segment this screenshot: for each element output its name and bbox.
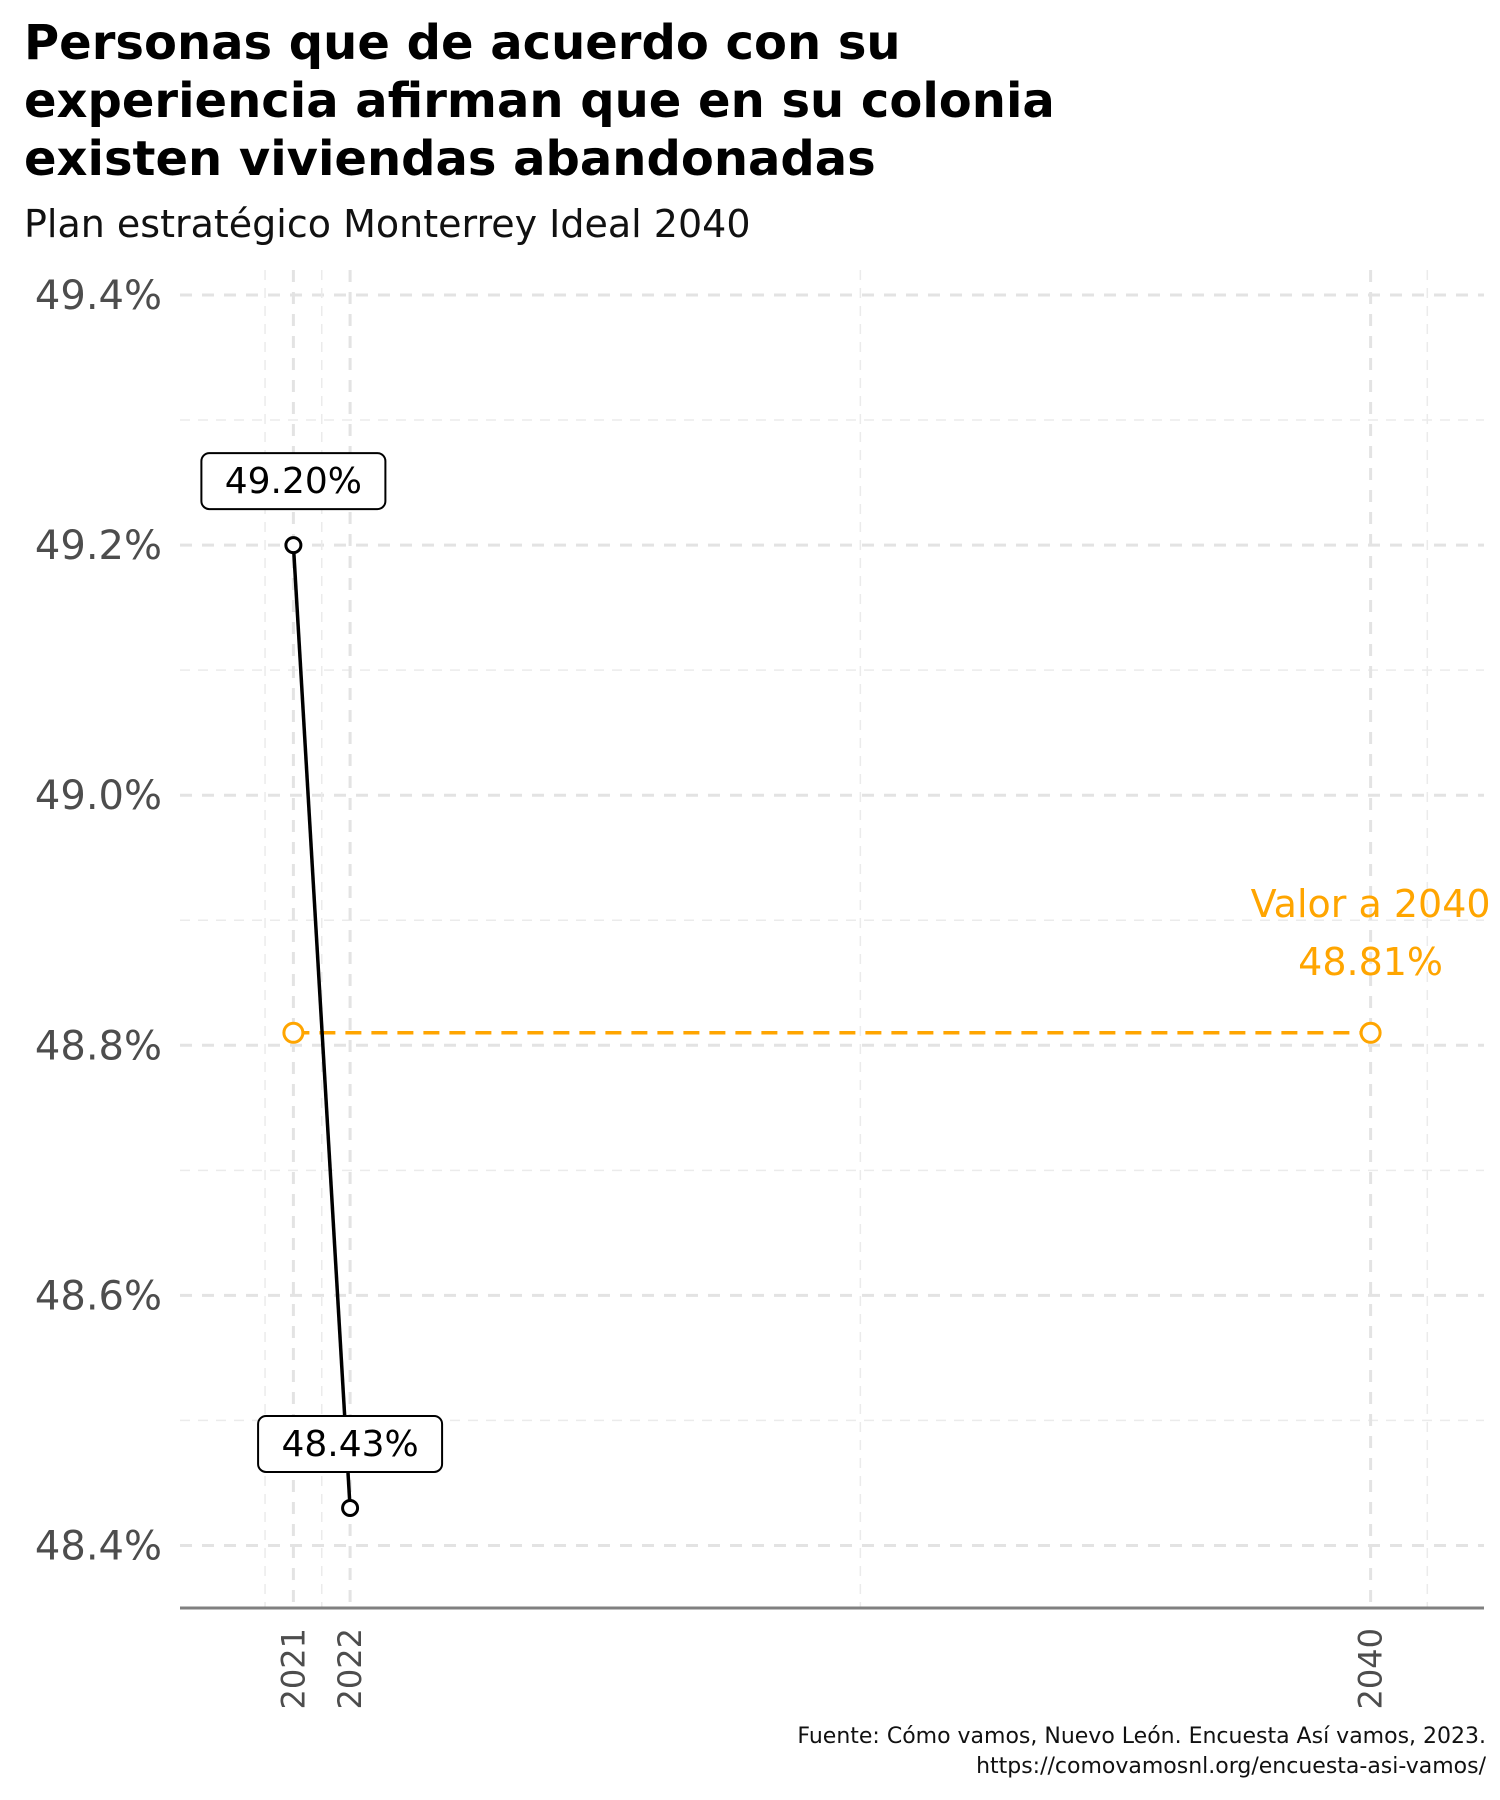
y-tick-label: 48.8% — [35, 1023, 162, 1069]
target-point — [282, 1021, 305, 1044]
source-text: Fuente: Cómo vamos, Nuevo León. Encuesta… — [797, 1724, 1486, 1749]
y-tick-label: 49.2% — [35, 523, 162, 569]
data-label: 49.20% — [225, 461, 362, 502]
source-caption: Fuente: Cómo vamos, Nuevo León. Encuesta… — [797, 1722, 1486, 1782]
target-series: Valor a 2040 48.81% — [282, 882, 1491, 1044]
target-label-title: Valor a 2040 — [1251, 882, 1491, 926]
chart-title: Personas que de acuerdo con su experienc… — [24, 15, 1055, 187]
source-url: https://comovamosnl.org/encuesta-asi-vam… — [976, 1754, 1486, 1779]
data-point — [284, 536, 303, 555]
data-point — [341, 1498, 360, 1517]
observed-series: 49.20% 48.43% — [200, 452, 444, 1517]
x-tick-label: 2022 — [331, 1628, 369, 1709]
data-label: 48.43% — [281, 1424, 418, 1465]
data-label-box — [200, 452, 387, 511]
y-tick-label: 49.0% — [35, 773, 162, 819]
chart-subtitle: Plan estratégico Monterrey Ideal 2040 — [24, 202, 751, 246]
data-label-box — [257, 1414, 444, 1473]
x-tick-label: 2021 — [274, 1628, 312, 1709]
target-label-value: 48.81% — [1298, 940, 1443, 984]
y-tick-label: 48.4% — [35, 1523, 162, 1569]
series-line — [291, 544, 352, 1509]
x-tick-label: 2040 — [1352, 1628, 1390, 1709]
y-tick-label: 48.6% — [35, 1273, 162, 1319]
y-tick-label: 49.4% — [35, 273, 162, 319]
target-point — [1359, 1021, 1382, 1044]
axes: 48.4% 48.6% 48.8% 49.0% 49.2% 49.4% 2021 2022 20… — [35, 273, 1484, 1709]
